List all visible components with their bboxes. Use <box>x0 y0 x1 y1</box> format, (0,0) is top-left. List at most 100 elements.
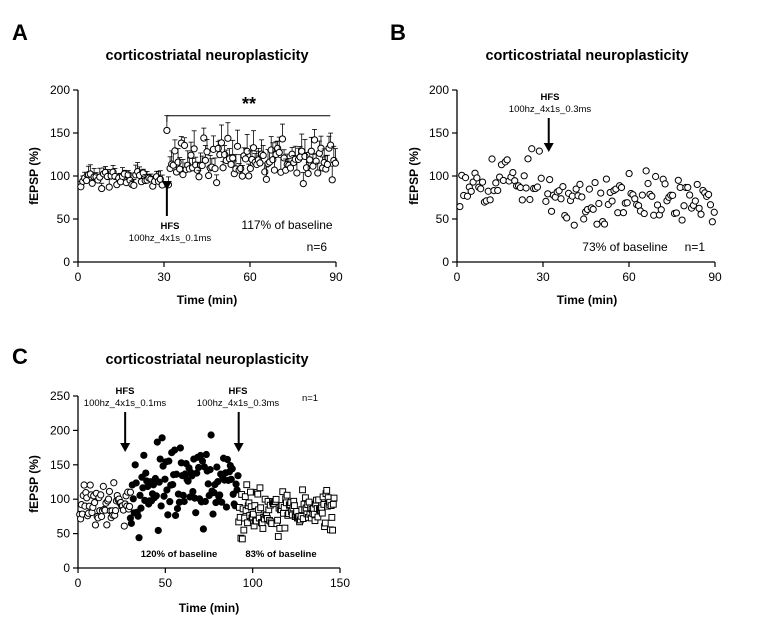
data-point-baseline <box>99 482 107 490</box>
data-point-after-hfs2 <box>291 502 298 510</box>
panel-b-hfs-arrow-head <box>543 143 554 152</box>
data-point <box>546 175 554 184</box>
data-point <box>593 220 601 228</box>
data-point-after-hfs1 <box>202 450 210 459</box>
panel-c-hfs2-label: HFS <box>229 386 248 397</box>
data-point-after-hfs2 <box>243 481 251 489</box>
data-point <box>473 174 481 182</box>
data-point-after-hfs1 <box>207 431 215 439</box>
data-point <box>557 195 565 203</box>
data-point-after-hfs2 <box>321 519 329 527</box>
data-point <box>542 197 550 205</box>
data-point <box>246 164 254 173</box>
data-point <box>708 218 716 226</box>
data-point-after-hfs1 <box>152 492 160 500</box>
data-point <box>310 136 319 144</box>
data-point-after-hfs1 <box>229 490 237 498</box>
data-point <box>245 172 253 180</box>
data-point <box>600 220 609 228</box>
panel-c-hfs1-label: HFS <box>116 386 135 397</box>
data-point <box>463 192 472 200</box>
data-point-after-hfs2 <box>281 524 289 532</box>
data-point-after-hfs1 <box>166 498 174 506</box>
data-point <box>602 175 611 183</box>
data-point-baseline <box>91 521 100 529</box>
data-point-after-hfs2 <box>259 525 267 532</box>
data-point <box>293 169 301 177</box>
data-point <box>229 154 237 162</box>
data-point <box>547 207 556 215</box>
data-point-after-hfs2 <box>323 486 331 494</box>
data-point <box>608 197 616 205</box>
data-point <box>241 155 250 163</box>
data-point-after-hfs1 <box>158 434 166 442</box>
data-point-after-hfs1 <box>195 463 203 472</box>
data-point <box>528 145 536 153</box>
panel-c-result2-text: 83% of baseline <box>245 549 316 560</box>
data-point-after-hfs1 <box>199 525 208 533</box>
data-point <box>578 193 586 201</box>
data-point-after-hfs1 <box>201 497 209 506</box>
data-point <box>203 148 211 156</box>
data-point-after-hfs1 <box>212 498 220 507</box>
x-tick-label: 0 <box>454 270 461 284</box>
data-point <box>105 183 113 191</box>
data-point <box>706 201 715 209</box>
data-point-after-hfs1 <box>234 472 242 480</box>
data-point <box>494 186 502 195</box>
data-point <box>98 184 106 193</box>
data-point-after-hfs1 <box>134 512 142 520</box>
data-point-after-hfs2 <box>299 486 306 494</box>
data-point <box>524 155 532 163</box>
panel-c-hfs2-protocol: 100hz_4x1s_0.3ms <box>197 398 280 409</box>
data-point-after-hfs1 <box>179 491 187 499</box>
panel-b-title: corticostriatal neuroplasticity <box>485 48 688 64</box>
data-point <box>680 202 688 210</box>
data-point-after-hfs1 <box>137 504 145 512</box>
data-point-after-hfs2 <box>329 500 337 508</box>
data-point-baseline <box>103 521 111 529</box>
data-point-after-hfs1 <box>216 491 224 499</box>
data-point <box>306 156 314 164</box>
data-point-after-hfs2 <box>257 504 265 512</box>
data-point <box>644 179 652 188</box>
data-point <box>652 172 660 181</box>
panel-c-title: corticostriatal neuroplasticity <box>105 352 308 368</box>
data-point-after-hfs1 <box>136 491 144 499</box>
data-point-after-hfs1 <box>154 526 162 535</box>
data-point <box>580 215 588 223</box>
data-point <box>657 206 665 214</box>
x-tick-label: 30 <box>157 270 171 284</box>
data-point <box>488 155 496 163</box>
data-point-after-hfs2 <box>302 494 309 502</box>
data-point-after-hfs1 <box>180 497 188 506</box>
panel-label-b: B <box>390 20 406 45</box>
data-point-after-hfs1 <box>206 466 214 474</box>
data-point <box>174 158 182 166</box>
panel-a-hfs-label: HFS <box>161 221 180 232</box>
data-point <box>299 179 307 188</box>
panel-a-ylabel: fEPSP (%) <box>27 147 41 205</box>
data-point-baseline <box>90 498 99 507</box>
data-point <box>309 162 317 170</box>
data-point <box>467 187 475 195</box>
data-point <box>190 145 198 153</box>
data-point <box>478 178 487 186</box>
data-point <box>280 154 288 162</box>
data-point-after-hfs1 <box>132 479 140 487</box>
panel-a-n-text: n=6 <box>307 240 328 254</box>
data-point-after-hfs2 <box>305 498 313 506</box>
data-point <box>597 189 605 197</box>
data-point-after-hfs2 <box>256 484 264 492</box>
data-point-after-hfs1 <box>218 498 226 506</box>
data-point <box>520 172 528 180</box>
y-tick-label: 0 <box>63 561 70 575</box>
panel-c-xlabel: Time (min) <box>179 601 239 615</box>
data-point <box>200 134 208 142</box>
data-point-after-hfs1 <box>173 504 182 513</box>
data-point-after-hfs2 <box>254 490 262 498</box>
x-tick-label: 0 <box>75 576 82 590</box>
data-point-after-hfs2 <box>328 514 336 521</box>
data-point <box>691 197 699 205</box>
